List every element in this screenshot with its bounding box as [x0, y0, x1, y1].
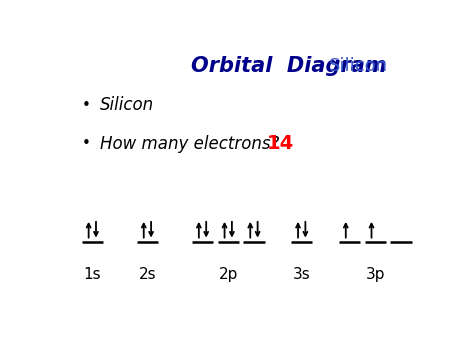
Text: How many electrons?: How many electrons?: [100, 135, 279, 153]
Text: 14: 14: [267, 134, 294, 153]
Text: •: •: [82, 136, 90, 151]
Text: 2p: 2p: [219, 267, 238, 283]
Text: 1s: 1s: [83, 267, 101, 283]
Text: 2s: 2s: [138, 267, 156, 283]
Text: Silicon: Silicon: [329, 57, 388, 75]
Text: Orbital  Diagram: Orbital Diagram: [191, 56, 387, 76]
Text: Silicon: Silicon: [100, 97, 154, 114]
Text: 3s: 3s: [293, 267, 310, 283]
Text: •: •: [82, 98, 90, 113]
Text: 3p: 3p: [365, 267, 385, 283]
